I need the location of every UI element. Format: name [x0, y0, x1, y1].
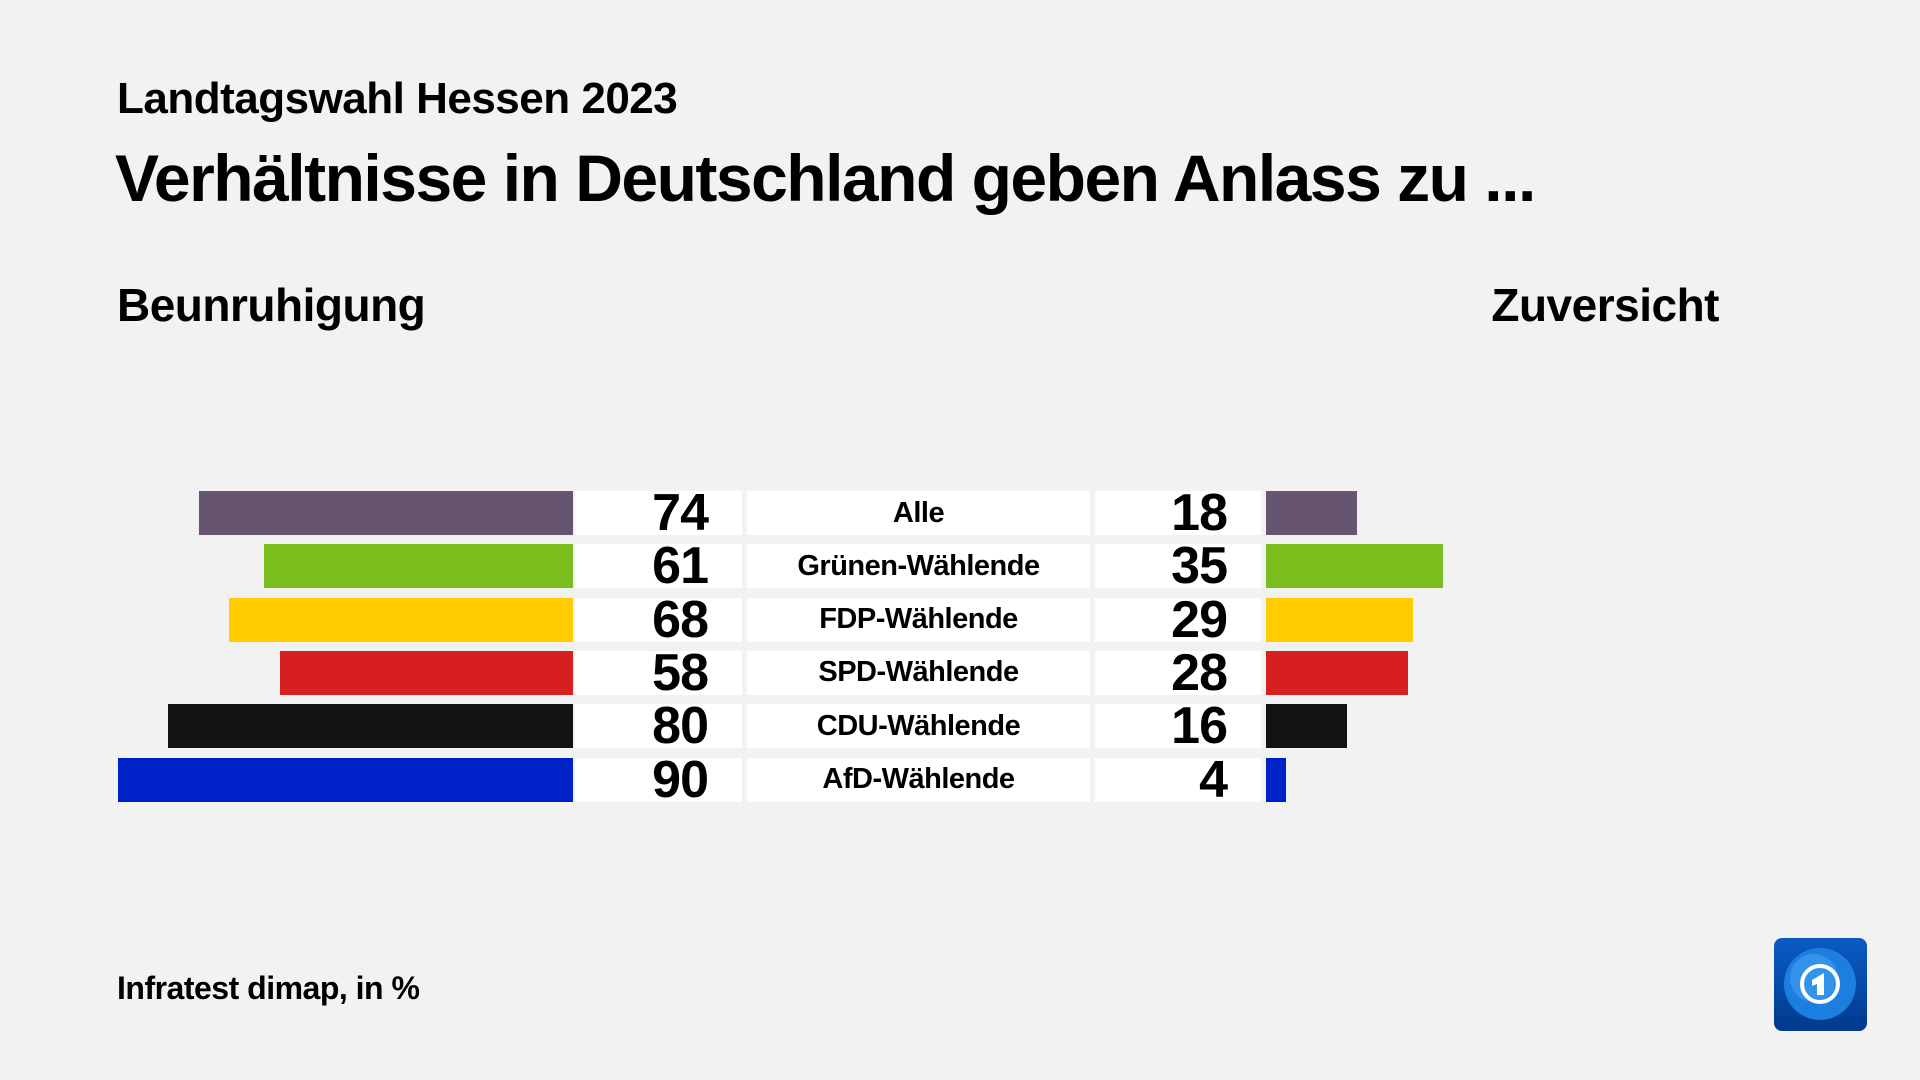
value-label-zuversicht: 29: [1095, 591, 1261, 649]
subtitle: Landtagswahl Hessen 2023: [117, 74, 678, 123]
bar-beunruhigung: [168, 704, 573, 749]
category-label: Alle: [747, 491, 1090, 535]
chart-row: 74 Alle 18: [0, 484, 1920, 542]
value-label-beunruhigung: 61: [575, 537, 742, 595]
category-label: Grünen-Wählende: [747, 544, 1090, 589]
value-label-beunruhigung: 80: [575, 697, 742, 755]
tagesschau-logo-icon: [1774, 938, 1867, 1031]
left-series-label: Beunruhigung: [117, 279, 426, 331]
bar-beunruhigung: [264, 544, 573, 589]
bar-zuversicht: [1266, 544, 1444, 589]
chart-row: 61 Grünen-Wählende 35: [0, 537, 1920, 595]
category-label: SPD-Wählende: [747, 650, 1090, 695]
value-label-zuversicht: 18: [1095, 484, 1261, 542]
value-label-zuversicht: 4: [1095, 751, 1261, 809]
bar-beunruhigung: [279, 650, 573, 695]
bar-zuversicht: [1266, 491, 1358, 535]
bar-zuversicht: [1266, 704, 1347, 749]
value-label-beunruhigung: 58: [575, 644, 742, 702]
bar-beunruhigung: [198, 491, 573, 535]
category-label: FDP-Wählende: [747, 597, 1090, 642]
bar-zuversicht: [1266, 757, 1287, 802]
bar-zuversicht: [1266, 650, 1408, 695]
chart-row: 58 SPD-Wählende 28: [0, 644, 1920, 702]
source-note: Infratest dimap, in %: [117, 970, 420, 1006]
value-label-zuversicht: 28: [1095, 644, 1261, 702]
value-label-beunruhigung: 90: [575, 751, 742, 809]
bar-beunruhigung: [228, 597, 573, 642]
chart-row: 68 FDP-Wählende 29: [0, 591, 1920, 649]
value-label-beunruhigung: 74: [575, 484, 742, 542]
bar-zuversicht: [1266, 597, 1413, 642]
right-series-label: Zuversicht: [1491, 279, 1719, 331]
category-label: CDU-Wählende: [747, 704, 1090, 749]
category-label: AfD-Wählende: [747, 757, 1090, 802]
chart-row: 80 CDU-Wählende 16: [0, 697, 1920, 755]
value-label-beunruhigung: 68: [575, 591, 742, 649]
chart-title: Verhältnisse in Deutschland geben Anlass…: [115, 141, 1536, 215]
value-label-zuversicht: 16: [1095, 697, 1261, 755]
bar-beunruhigung: [117, 757, 573, 802]
value-label-zuversicht: 35: [1095, 537, 1261, 595]
chart-row: 90 AfD-Wählende 4: [0, 751, 1920, 809]
